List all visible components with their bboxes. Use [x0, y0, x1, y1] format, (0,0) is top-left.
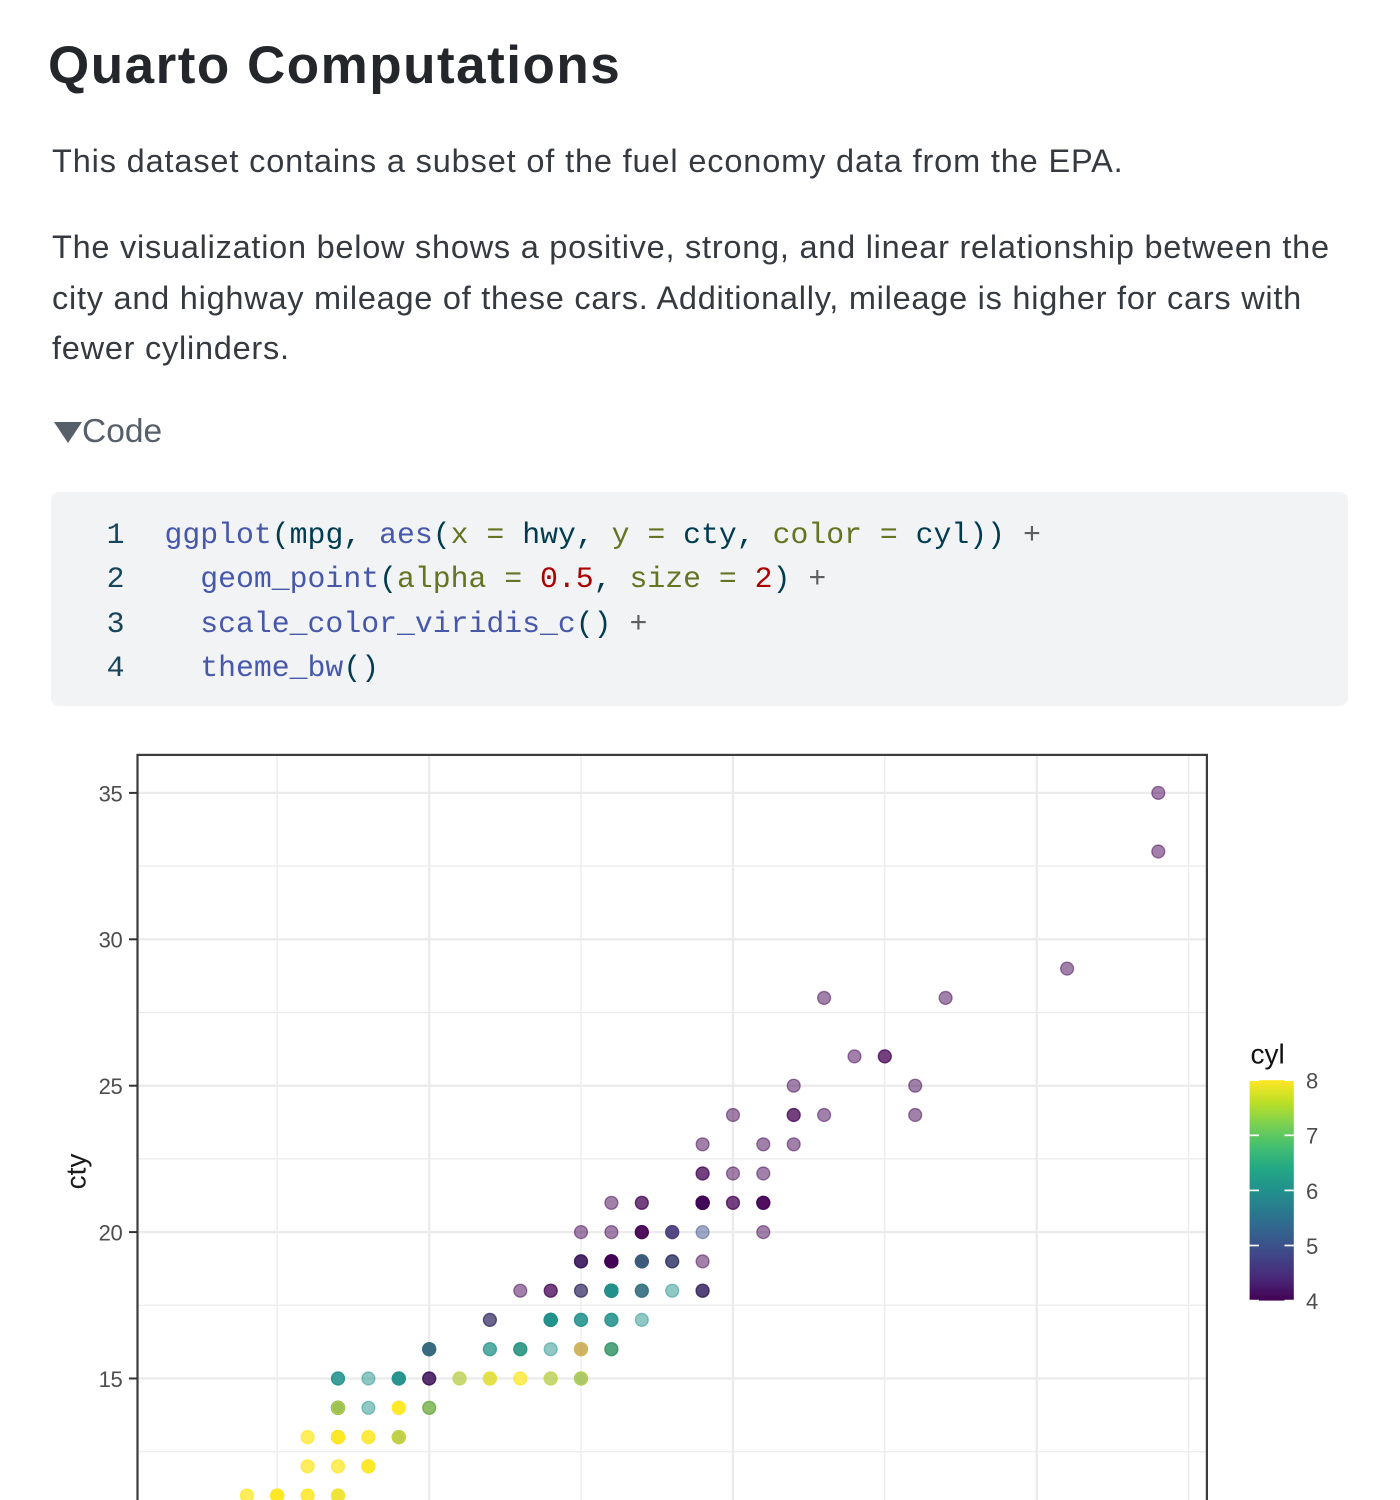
- svg-text:7: 7: [1306, 1124, 1318, 1149]
- svg-text:cty: cty: [61, 1154, 92, 1190]
- svg-text:15: 15: [99, 1367, 123, 1392]
- svg-text:35: 35: [99, 781, 123, 806]
- svg-text:25: 25: [99, 1074, 123, 1099]
- svg-text:20: 20: [99, 1221, 123, 1246]
- svg-text:6: 6: [1306, 1179, 1318, 1204]
- svg-text:4: 4: [1306, 1289, 1318, 1314]
- svg-text:cyl: cyl: [1251, 1038, 1285, 1069]
- svg-text:8: 8: [1306, 1069, 1318, 1094]
- svg-text:5: 5: [1306, 1234, 1318, 1259]
- svg-text:30: 30: [99, 928, 123, 953]
